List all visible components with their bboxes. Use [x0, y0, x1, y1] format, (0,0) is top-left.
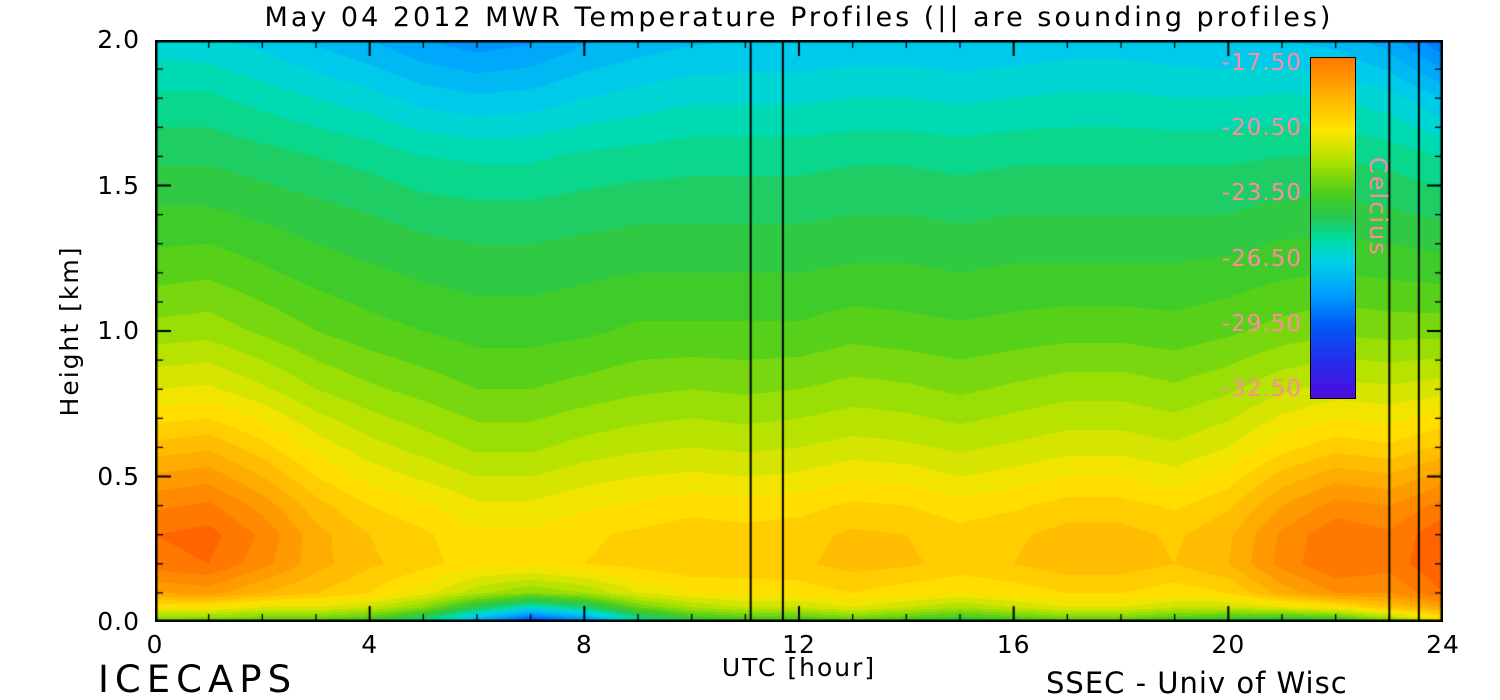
y-tick-label: 2.0 — [97, 25, 140, 54]
heatmap-canvas — [155, 40, 1443, 622]
credit-label-ssec: SSEC - Univ of Wisc — [1046, 666, 1348, 700]
y-tick-label: 1.5 — [97, 170, 140, 200]
colorbar-title: Celcius — [1364, 157, 1392, 257]
colorbar-tick-label: -23.50 — [1221, 180, 1302, 207]
colorbar-tick-label: -26.50 — [1221, 245, 1302, 272]
x-tick-label: 4 — [361, 630, 379, 659]
x-axis-title: UTC [hour] — [721, 653, 877, 682]
y-axis-title: Height [km] — [55, 245, 84, 417]
colorbar-gradient — [1310, 57, 1356, 399]
y-tick-label: 1.0 — [97, 316, 140, 345]
x-tick-label: 20 — [1211, 630, 1246, 659]
x-tick-label: 12 — [782, 630, 816, 659]
x-tick-label: 0 — [146, 630, 164, 659]
colorbar-tick-label: -32.50 — [1221, 376, 1302, 403]
x-tick-label: 16 — [996, 630, 1031, 659]
x-tick-label: 24 — [1426, 630, 1460, 659]
y-tick-label: 0.0 — [97, 607, 140, 636]
y-tick-label: 0.5 — [97, 461, 140, 491]
colorbar-tick-label: -17.50 — [1221, 49, 1302, 76]
plot-area: Celcius -17.50 -20.50 -23.50 -26.50 -29.50 -3… — [155, 40, 1443, 622]
chart-title: May 04 2012 MWR Temperature Profiles (||… — [264, 2, 1334, 33]
colorbar-tick-label: -20.50 — [1221, 114, 1302, 141]
x-tick-label: 8 — [575, 630, 593, 659]
colorbar-tick-label: -29.50 — [1221, 311, 1302, 338]
project-label-icecaps: ICECAPS — [98, 658, 298, 700]
